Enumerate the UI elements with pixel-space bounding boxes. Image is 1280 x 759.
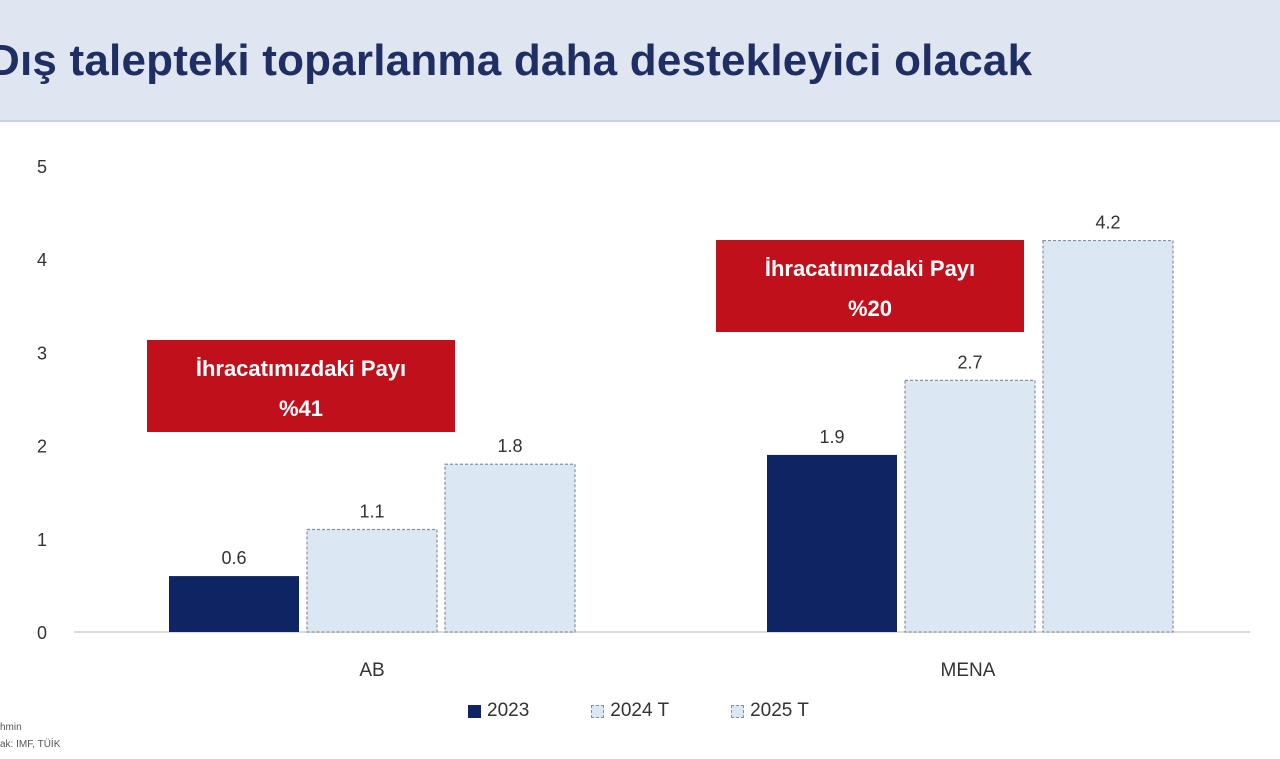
legend-swatch-2023 xyxy=(468,704,481,718)
page-title: Dış talepteki toparlanma daha destekleyi… xyxy=(0,36,1033,85)
legend-swatch-2025 xyxy=(731,704,745,718)
share-callout-value: %20 xyxy=(848,296,892,321)
y-tick-label: 4 xyxy=(37,250,47,270)
bar-mena-2023 xyxy=(767,454,897,632)
data-label: 4.2 xyxy=(1095,213,1120,233)
share-callout-label: İhracatımızdaki Payı xyxy=(196,356,406,381)
bar-ab-2024-t xyxy=(306,528,438,633)
data-label: 1.1 xyxy=(359,501,384,521)
data-label: 0.6 xyxy=(221,548,246,568)
legend-label-2024: 2024 T xyxy=(610,700,670,721)
data-label: 1.9 xyxy=(819,427,844,447)
bar-ab-2025-t xyxy=(444,463,576,633)
legend-item-2025: 2025 T xyxy=(731,700,809,722)
x-category-label: AB xyxy=(359,660,384,681)
share-callout-box xyxy=(716,240,1024,332)
bar-mena-2025-t xyxy=(1042,239,1174,633)
share-callout-value: %41 xyxy=(279,396,323,421)
y-tick-label: 2 xyxy=(37,437,47,457)
chart-legend: 2023 2024 T 2025 T xyxy=(468,700,871,722)
footnote-line-2: ak: IMF, TÜİK xyxy=(0,739,61,750)
legend-swatch-2024 xyxy=(591,704,605,718)
y-tick-label: 5 xyxy=(37,157,47,177)
legend-label-2023: 2023 xyxy=(487,700,530,721)
legend-item-2023: 2023 xyxy=(468,700,529,722)
footnote-line-1: hmin xyxy=(0,722,22,733)
share-callout-box xyxy=(147,340,455,432)
share-callout-label: İhracatımızdaki Payı xyxy=(765,256,975,281)
header-banner: Dış talepteki toparlanma daha destekleyi… xyxy=(0,0,1280,122)
bar-ab-2023 xyxy=(169,576,299,632)
bar-mena-2024-t xyxy=(904,379,1036,633)
legend-item-2024: 2024 T xyxy=(591,700,669,722)
y-tick-label: 1 xyxy=(37,530,47,550)
y-tick-label: 0 xyxy=(37,623,47,643)
y-tick-label: 3 xyxy=(37,343,47,363)
data-label: 2.7 xyxy=(957,352,982,372)
legend-label-2025: 2025 T xyxy=(750,700,809,721)
data-label: 1.8 xyxy=(497,436,522,456)
x-category-label: MENA xyxy=(941,660,996,681)
